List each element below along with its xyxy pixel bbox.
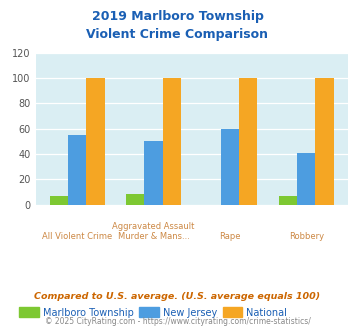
Legend: Marlboro Township, New Jersey, National: Marlboro Township, New Jersey, National [15, 304, 291, 322]
Bar [144, 141, 163, 205]
Text: Robbery: Robbery [289, 232, 324, 242]
Text: 2019 Marlboro Township
Violent Crime Comparison: 2019 Marlboro Township Violent Crime Com… [87, 10, 268, 41]
Bar [50, 196, 68, 205]
Text: Rape: Rape [219, 232, 241, 242]
Bar [221, 129, 239, 205]
Text: Aggravated Assault: Aggravated Assault [112, 222, 195, 231]
Bar [279, 196, 297, 205]
Text: Compared to U.S. average. (U.S. average equals 100): Compared to U.S. average. (U.S. average … [34, 292, 321, 301]
Bar [297, 153, 315, 205]
Bar [315, 78, 334, 205]
Bar [68, 135, 86, 205]
Bar [126, 194, 144, 205]
Text: © 2025 CityRating.com - https://www.cityrating.com/crime-statistics/: © 2025 CityRating.com - https://www.city… [45, 317, 310, 326]
Bar [163, 78, 181, 205]
Text: Murder & Mans...: Murder & Mans... [118, 232, 190, 242]
Text: All Violent Crime: All Violent Crime [42, 232, 112, 242]
Bar [239, 78, 257, 205]
Bar [86, 78, 105, 205]
